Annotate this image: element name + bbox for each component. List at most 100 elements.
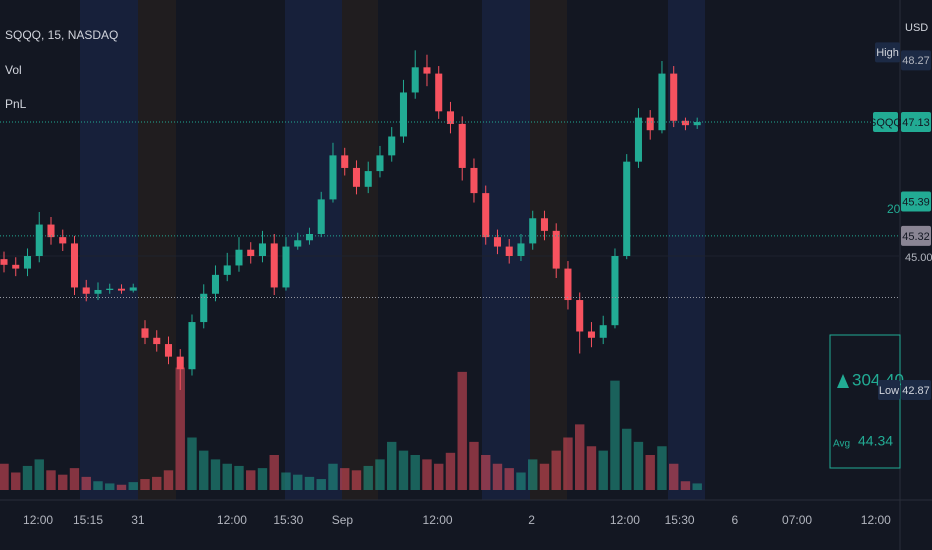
volume-bar <box>69 468 80 490</box>
volume-bar <box>622 428 632 490</box>
candle-body <box>446 111 454 124</box>
volume-bar <box>375 459 385 490</box>
volume-bar <box>645 455 655 490</box>
volume-bar <box>516 472 526 490</box>
candle-body <box>623 161 631 257</box>
candle-body <box>611 256 619 326</box>
volume-bar <box>657 446 667 490</box>
high-tag: High <box>876 47 899 59</box>
volume-bar <box>22 465 33 490</box>
candle-body <box>658 73 666 131</box>
low-value: 42.87 <box>902 385 930 397</box>
volume-bar <box>187 437 197 490</box>
chart-title: SQQQ, 15, NASDAQ <box>5 28 118 42</box>
avg-label: Avg <box>833 439 850 450</box>
volume-bar <box>457 371 467 490</box>
x-tick-label: 15:30 <box>665 513 695 527</box>
symbol-tag-box <box>873 112 898 133</box>
candle-body <box>200 293 208 323</box>
candle-body <box>12 264 20 269</box>
candle-body <box>552 230 560 269</box>
session-band <box>80 0 138 500</box>
session-band <box>342 0 378 500</box>
volume-bar <box>46 470 56 490</box>
volume-bar <box>234 465 244 490</box>
volume-bar <box>34 459 44 490</box>
session-band <box>285 0 342 500</box>
volume-bar <box>163 470 174 490</box>
currency: USD <box>905 22 928 34</box>
candle-body <box>411 67 419 93</box>
x-tick-label: 12:00 <box>23 513 53 527</box>
candle-body <box>176 356 184 370</box>
volume-bar <box>598 450 608 490</box>
volume-bar <box>58 474 68 490</box>
candle-body <box>493 237 501 247</box>
volume-bar <box>246 470 256 490</box>
low-tag-box <box>878 379 900 400</box>
candle-body <box>82 287 90 294</box>
volume-bar <box>434 463 444 490</box>
x-tick-label: 12:00 <box>423 513 453 527</box>
volume-bar <box>105 483 115 490</box>
volume-bar <box>528 459 538 490</box>
volume-bar <box>669 463 679 490</box>
candle-body <box>117 288 126 291</box>
candle-body <box>341 155 349 168</box>
volume-bar <box>481 455 491 490</box>
volume-bar <box>445 452 456 490</box>
volume-bar <box>563 437 573 490</box>
candle-body <box>564 268 572 301</box>
pnl-tick-label: 20 <box>887 202 901 216</box>
candle-body <box>70 243 79 288</box>
candle-body <box>294 240 302 247</box>
candle-body <box>399 92 407 137</box>
indicator-label: Vol <box>5 63 22 77</box>
volume-bar <box>293 474 303 490</box>
candle-body <box>106 288 114 290</box>
candle-body <box>141 328 149 338</box>
volume-bar <box>398 450 409 490</box>
candle-body <box>329 155 337 200</box>
candle-body <box>223 265 231 275</box>
candle-body <box>305 233 314 241</box>
indicator-label: PnL <box>5 97 27 111</box>
session-band <box>138 0 176 500</box>
volume-bar <box>128 482 138 490</box>
volume-bar <box>316 479 326 490</box>
x-tick-label: 07:00 <box>782 513 812 527</box>
volume-bar <box>11 472 21 490</box>
volume-bar <box>175 367 185 490</box>
volume-bar <box>340 468 350 490</box>
candle-body <box>529 218 537 244</box>
y-tick-label: 45.00 <box>905 252 932 264</box>
volume-bar <box>680 481 691 490</box>
candle-body <box>247 249 255 257</box>
candle-body <box>517 243 525 257</box>
candle-body <box>681 120 689 126</box>
volume-bar <box>575 424 585 490</box>
candle-body <box>634 117 642 162</box>
volume-bar <box>304 476 315 490</box>
volume-bar <box>269 455 279 490</box>
x-tick-label: Sep <box>332 513 354 527</box>
pnl-box <box>829 334 901 469</box>
volume-bar <box>633 441 644 490</box>
candle-body <box>470 167 478 194</box>
x-tick-label: 12:00 <box>861 513 891 527</box>
volume-bar <box>363 465 373 490</box>
volume-bar <box>692 483 702 490</box>
candle-body <box>587 331 595 338</box>
price-tag: 45.32 <box>902 231 930 243</box>
candle-body <box>540 218 548 231</box>
candle-body <box>599 325 607 338</box>
high-value: 48.27 <box>902 55 930 67</box>
x-tick-label: 12:00 <box>610 513 640 527</box>
candle-body <box>129 287 137 291</box>
price-tag-box <box>901 225 931 246</box>
symbol-tag: SQQQ <box>869 117 902 129</box>
low-tag: Low <box>879 385 899 397</box>
candle-body <box>317 199 325 234</box>
x-tick-label: 12:00 <box>217 513 247 527</box>
last-price-label: 47.13 <box>902 117 930 129</box>
